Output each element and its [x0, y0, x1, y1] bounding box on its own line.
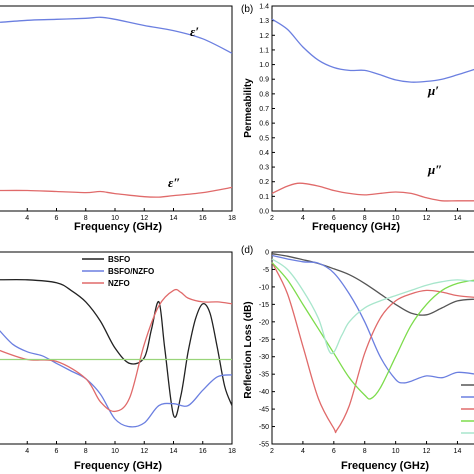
panel-a-xtick-label-0: 4 [25, 215, 29, 222]
panel-b-xtick-label-5: 12 [423, 215, 431, 222]
panel-d-xtick-label-5: 12 [423, 448, 431, 455]
panel-d-ytick-label-11: -55 [259, 442, 269, 449]
panel-a-series-1-line [0, 186, 233, 198]
panel-d-ytick-label-3: -15 [259, 302, 269, 309]
panel-b-xtick-label-1: 4 [301, 215, 305, 222]
panel-c-xtick-label-2: 8 [84, 448, 88, 455]
panel-b-label: (b) [241, 4, 253, 15]
panel-d-ytick-label-6: -30 [259, 354, 269, 361]
panel-a-annotation-eps-real: ε′ [190, 24, 199, 39]
panel-d-ytick-label-8: -40 [259, 389, 269, 396]
panel-d-xlabel: Frequency (GHz) [341, 460, 429, 472]
panel-c-xtick-label-7: 18 [228, 448, 236, 455]
panel-d-ytick-label-7: -35 [259, 372, 269, 379]
panel-d-series-4-line [271, 258, 474, 355]
panel-b-xtick-label-2: 6 [332, 215, 336, 222]
panel-d-ytick-label-2: -10 [259, 284, 269, 291]
panel-b-ytick-label-2: 0.2 [259, 179, 269, 186]
panel-d-frame [271, 251, 474, 445]
panel-d-xtick-label-0: 2 [270, 448, 274, 455]
panel-b-ylabel: Permeability [243, 78, 254, 138]
panel-d-ylabel: Reflection Loss (dB) [243, 301, 254, 398]
panel-d-ytick-label-10: -50 [259, 424, 269, 431]
panel-b-xtick-label-4: 10 [392, 215, 400, 222]
panel-b-xlabel: Frequency (GHz) [312, 221, 400, 233]
panel-b-ytick-label-8: 0.8 [259, 91, 269, 98]
panel-d-legend [461, 384, 474, 434]
panel-d-xtick-label-4: 10 [392, 448, 400, 455]
panel-c-xtick-label-0: 4 [25, 448, 29, 455]
panel-b-ytick-label-12: 1.2 [259, 33, 269, 40]
panel-b-ytick-label-6: 0.6 [259, 121, 269, 128]
panel-a-series-0-line [0, 16, 233, 54]
panel-a-xtick-label-2: 8 [84, 215, 88, 222]
panel-c-xtick-label-3: 10 [111, 448, 119, 455]
panel-b-ytick-label-4: 0.4 [259, 150, 269, 157]
panel-a-xtick-label-6: 16 [199, 215, 207, 222]
panel-c-series-0-line [0, 278, 233, 418]
panel-d-series-2-line [271, 262, 474, 434]
panel-c-xtick-label-4: 12 [140, 448, 148, 455]
panel-c-series-1-line [0, 330, 233, 428]
panel-a-xtick-label-5: 14 [170, 215, 178, 222]
panel-b-ytick-label-13: 1.3 [259, 18, 269, 25]
panel-b-xtick-label-0: 2 [270, 215, 274, 222]
panel-b-ytick-label-5: 0.5 [259, 135, 269, 142]
panel-c-xtick-label-6: 16 [199, 448, 207, 455]
panel-a-xtick-label-7: 18 [228, 215, 236, 222]
panel-b-ytick-label-14: 1.4 [259, 4, 269, 11]
panel-d-series-1-line [271, 254, 474, 384]
panel-d-xtick-label-3: 8 [363, 448, 367, 455]
panel-b-ytick-label-7: 0.7 [259, 106, 269, 113]
panel-d-ytick-label-5: -25 [259, 337, 269, 344]
panel-a-xtick-label-1: 6 [55, 215, 59, 222]
panel-b-ytick-label-11: 1.1 [259, 47, 269, 54]
panel-a-xlabel: Frequency (GHz) [74, 221, 162, 233]
panel-b-frame [271, 5, 474, 212]
panel-d-series-0-line [271, 253, 474, 316]
panel-b-ytick-label-10: 1.0 [259, 62, 269, 69]
panel-c-xtick-label-5: 14 [170, 448, 178, 455]
panel-c-xlabel: Frequency (GHz) [74, 460, 162, 472]
panel-d-xtick-label-1: 4 [301, 448, 305, 455]
panel-d-series-3-line [271, 262, 474, 400]
panel-d-ytick-label-1: -5 [263, 267, 269, 274]
panel-c-xtick-label-1: 6 [55, 448, 59, 455]
panel-b-series-1-line [271, 182, 474, 202]
panel-d-xtick-label-6: 14 [454, 448, 462, 455]
panel-d-ytick-label-4: -20 [259, 319, 269, 326]
panel-b-series-0-line [271, 18, 474, 83]
panel-b-xtick-label-6: 14 [454, 215, 462, 222]
panel-a-annotation-eps-imag: ε″ [168, 175, 181, 190]
panel-d-label: (d) [241, 245, 253, 256]
panel-a-xtick-label-4: 12 [140, 215, 148, 222]
panel-c-series-2-line [0, 288, 233, 413]
legend-label-bsfo-nzfo: BSFO/NZFO [108, 267, 154, 276]
panel-b-ytick-label-0: 0.0 [259, 209, 269, 216]
panel-c-legend: BSFO BSFO/NZFO NZFO [82, 255, 154, 288]
panel-b-ytick-label-3: 0.3 [259, 165, 269, 172]
panel-b-annotation-mu-real: μ′ [427, 83, 439, 98]
panel-b-annotation-mu-imag: μ″ [427, 162, 442, 177]
legend-label-bsfo: BSFO [108, 255, 130, 264]
panel-a-xtick-label-3: 10 [111, 215, 119, 222]
panel-b-xtick-label-3: 8 [363, 215, 367, 222]
panel-d-ytick-label-0: 0 [265, 250, 269, 257]
legend-label-nzfo: NZFO [108, 279, 130, 288]
panel-d-xtick-label-2: 6 [332, 448, 336, 455]
panel-b-ytick-label-9: 0.9 [259, 77, 269, 84]
panel-d-ytick-label-9: -45 [259, 407, 269, 414]
panel-b-ytick-label-1: 0.1 [259, 194, 269, 201]
